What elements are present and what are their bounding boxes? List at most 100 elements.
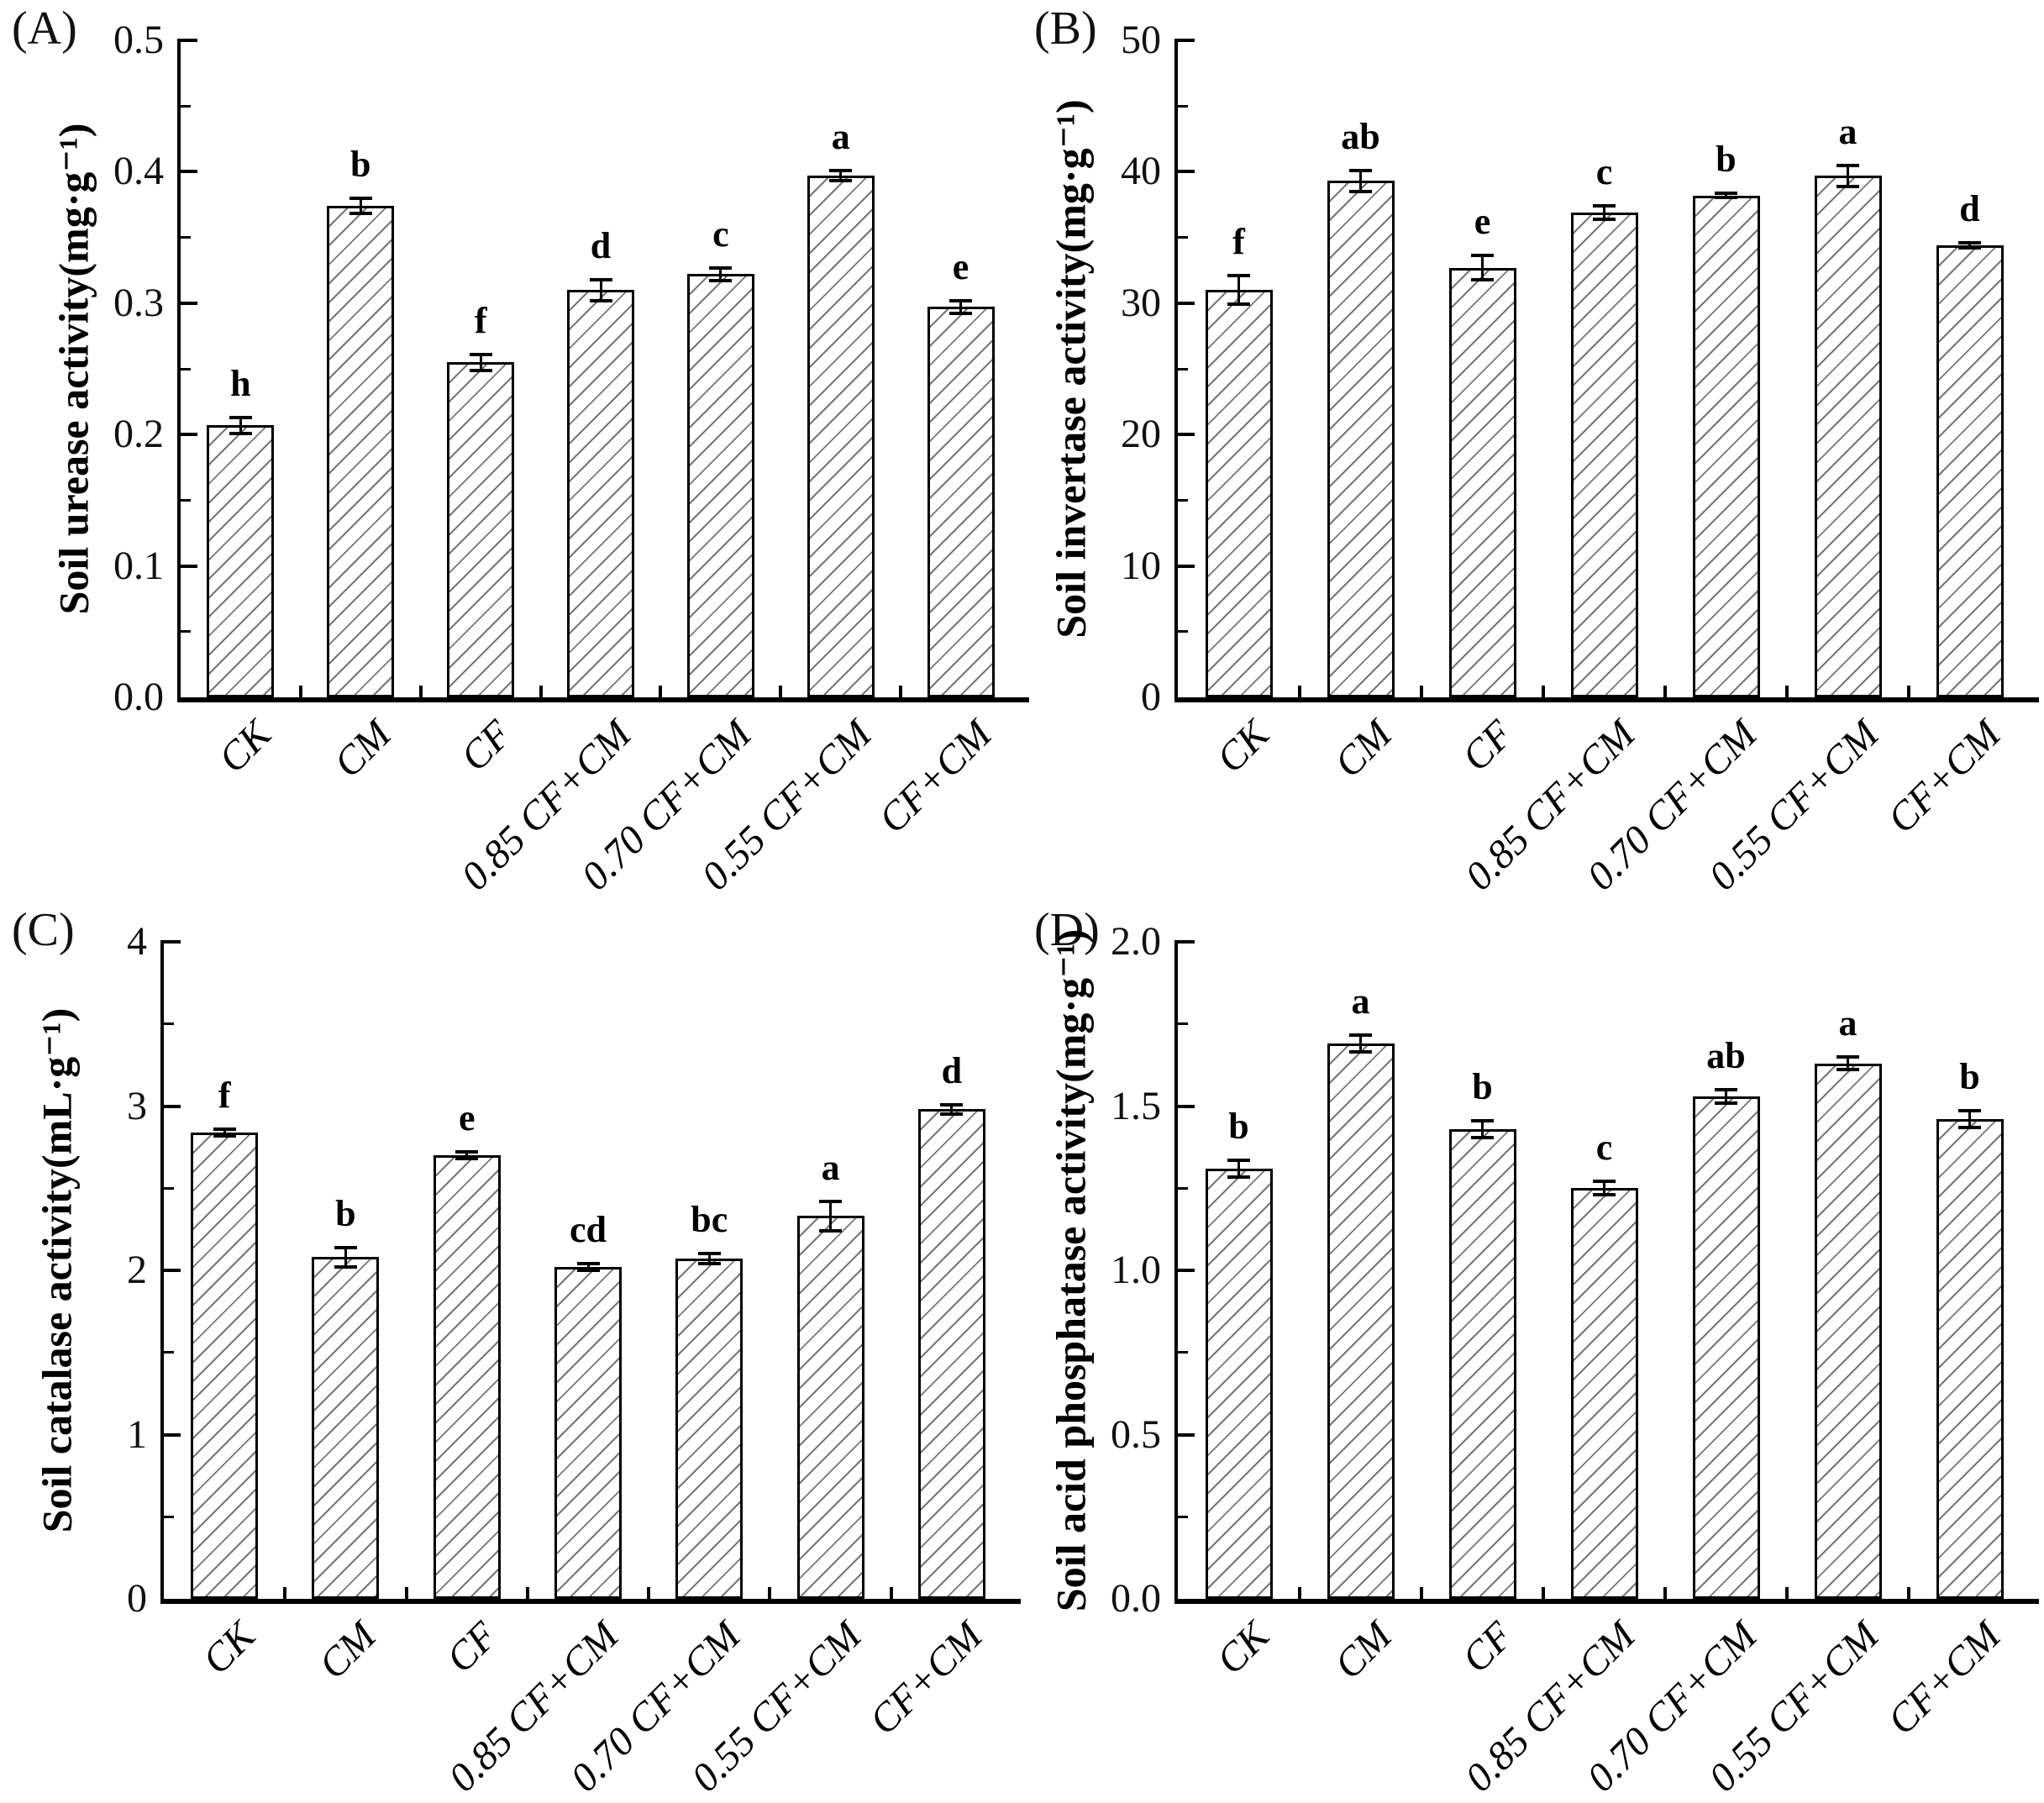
error-bar-bottom-cap xyxy=(1836,184,1859,188)
error-bar-bottom-cap xyxy=(576,1269,600,1272)
significance-letter: ab xyxy=(1341,115,1380,157)
error-bar-top-cap xyxy=(1349,168,1372,172)
bar-CK xyxy=(1205,290,1273,697)
error-bar-top-cap xyxy=(1227,1159,1250,1162)
bar-0.70-CF+CM xyxy=(686,274,754,697)
error-bar-bottom-cap xyxy=(1349,1049,1372,1054)
significance-letter: d xyxy=(1959,187,1980,229)
error-bar xyxy=(1359,1035,1362,1052)
x-category-label: CM xyxy=(1325,712,1400,786)
error-bar-top-cap xyxy=(949,298,973,302)
error-bar-top-cap xyxy=(576,1262,600,1266)
x-axis-spine xyxy=(160,1599,1021,1604)
y-minor-tick xyxy=(181,104,191,108)
y-minor-tick xyxy=(164,1515,174,1518)
y-minor-tick xyxy=(1178,1515,1188,1518)
error-bar xyxy=(950,1104,954,1115)
y-axis-spine xyxy=(1174,940,1178,1601)
bar-CF xyxy=(433,1155,501,1599)
y-tick-label: 1 xyxy=(127,1411,147,1457)
error-bar-bottom-cap xyxy=(1471,277,1494,281)
y-minor-tick xyxy=(164,1186,174,1190)
error-bar-top-cap xyxy=(349,196,372,200)
error-bar-bottom-cap xyxy=(1227,1175,1250,1179)
x-tick xyxy=(1663,1587,1667,1599)
bar-CM xyxy=(1327,181,1395,697)
x-category-label: CF xyxy=(1453,1613,1522,1682)
significance-letter: b xyxy=(335,1192,356,1234)
y-tick-label: 3 xyxy=(127,1083,147,1128)
y-tick-label: 0.5 xyxy=(113,18,164,62)
significance-letter: cd xyxy=(570,1209,607,1251)
bar-0.70-CF+CM xyxy=(1692,195,1760,697)
bar-0.55-CF+CM xyxy=(807,176,875,697)
y-major-tick xyxy=(1178,1104,1195,1108)
significance-letter: e xyxy=(952,245,969,287)
y-minor-tick xyxy=(1178,367,1188,371)
panel-label-D: (D) xyxy=(1034,904,1100,956)
x-category-label: CF xyxy=(438,1613,507,1682)
error-bar-top-cap xyxy=(1715,1087,1737,1091)
error-bar-top-cap xyxy=(940,1102,964,1107)
y-minor-tick xyxy=(1178,630,1188,633)
error-bar xyxy=(1968,242,1971,249)
error-bar-top-cap xyxy=(1471,1119,1494,1123)
error-bar-top-cap xyxy=(455,1150,479,1154)
error-bar-bottom-cap xyxy=(697,1262,721,1266)
error-bar-bottom-cap xyxy=(1227,302,1250,307)
bar-CF xyxy=(1448,267,1516,697)
x-tick xyxy=(418,686,423,697)
error-bar-bottom-cap xyxy=(455,1157,479,1161)
error-bar xyxy=(1481,255,1484,280)
significance-letter: e xyxy=(1474,201,1491,243)
error-bar xyxy=(239,417,242,434)
error-bar-top-cap xyxy=(229,415,252,419)
y-major-tick xyxy=(1178,39,1195,42)
bar-CF xyxy=(447,362,515,697)
y-minor-tick xyxy=(181,630,191,633)
x-category-label: CK xyxy=(1208,712,1279,782)
error-bar-bottom-cap xyxy=(334,1265,357,1269)
significance-letter: b xyxy=(1959,1056,1980,1098)
x-tick xyxy=(899,686,903,697)
error-bar-top-cap xyxy=(1471,254,1494,258)
y-major-tick xyxy=(1178,564,1195,568)
y-minor-tick xyxy=(1178,1351,1188,1354)
error-bar-top-cap xyxy=(1593,204,1616,208)
error-bar-top-cap xyxy=(213,1127,236,1131)
bar-CK xyxy=(191,1132,259,1599)
error-bar xyxy=(1359,170,1362,192)
error-bar xyxy=(1237,275,1240,305)
bar-CM xyxy=(1327,1043,1395,1599)
y-major-tick xyxy=(164,1432,181,1437)
bar-CK xyxy=(207,425,275,697)
y-major-tick xyxy=(1178,301,1195,305)
x-axis-spine xyxy=(1174,1599,2039,1604)
error-bar-bottom-cap xyxy=(213,1133,236,1138)
y-axis-spine xyxy=(1174,39,1178,699)
error-bar-bottom-cap xyxy=(829,179,853,183)
significance-letter: f xyxy=(1232,220,1245,262)
error-bar-top-cap xyxy=(589,277,612,281)
y-tick-label: 50 xyxy=(1121,18,1161,62)
significance-letter: h xyxy=(230,362,251,404)
error-bar-top-cap xyxy=(469,352,492,356)
panel-label-C: (C) xyxy=(12,904,75,956)
x-tick xyxy=(779,686,783,697)
x-tick xyxy=(1542,686,1545,697)
bar-CM xyxy=(327,206,395,697)
error-bar xyxy=(359,197,362,214)
bar-CK xyxy=(1205,1168,1273,1599)
y-tick-label: 0.5 xyxy=(1111,1411,1161,1457)
significance-letter: ab xyxy=(1706,1034,1746,1076)
y-major-tick xyxy=(181,433,197,437)
y-minor-tick xyxy=(164,1351,174,1354)
x-category-label: CF+CM xyxy=(870,712,1001,842)
error-bar-top-cap xyxy=(1593,1180,1616,1184)
y-major-tick xyxy=(1178,940,1195,944)
bar-0.70-CF+CM xyxy=(675,1259,744,1599)
error-bar xyxy=(839,170,843,181)
significance-letter: f xyxy=(474,299,487,341)
significance-letter: bc xyxy=(691,1199,728,1241)
error-bar xyxy=(829,1201,833,1232)
